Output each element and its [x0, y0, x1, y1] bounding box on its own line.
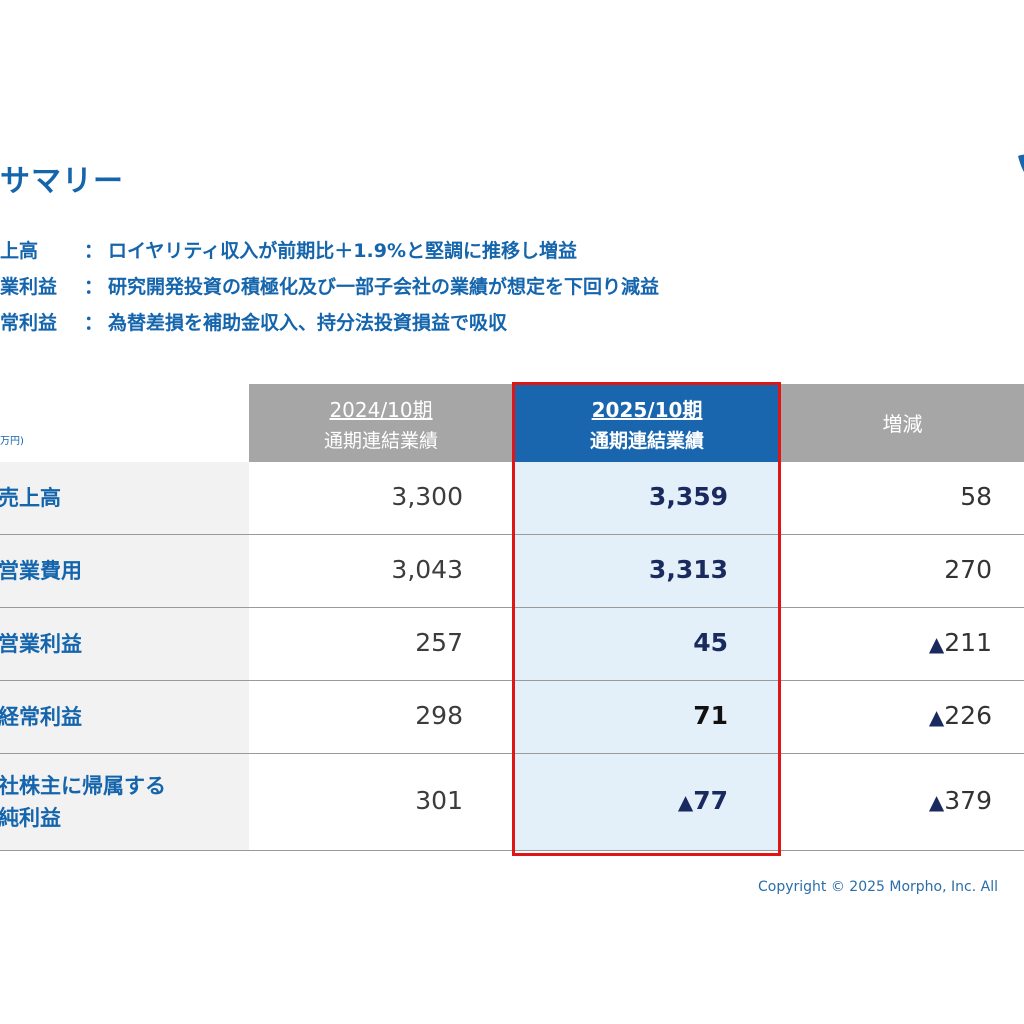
table-row: 経常利益 298 71 ▲226 — [0, 681, 1024, 754]
unit-label: 万円) — [0, 436, 24, 447]
current-cell-bg — [515, 681, 779, 753]
current-cell-bg — [515, 608, 779, 680]
current-value: ▲77 — [678, 786, 728, 817]
row-label: 営業費用 — [0, 559, 82, 583]
decrease-triangle: ▲ — [928, 790, 945, 814]
table-row: 売上高 3,300 3,359 58 — [0, 462, 1024, 535]
current-subtitle: 通期連結業績 — [589, 430, 704, 452]
summary-separator: ： — [84, 240, 104, 262]
diff-value: 58 — [960, 482, 992, 513]
diff-number: 226 — [944, 701, 992, 730]
current-value: 71 — [693, 701, 728, 730]
prev-subtitle: 通期連結業績 — [323, 430, 438, 452]
summary-separator: ： — [84, 312, 104, 334]
row-label-cell — [0, 681, 249, 753]
prev-period: 2024/10期 — [329, 398, 433, 422]
current-cell-bg — [515, 535, 779, 607]
current-value: 3,313 — [648, 555, 728, 584]
summary-text: 研究開発投資の積極化及び一部子会社の業績が想定を下回り減益 — [108, 276, 660, 298]
row-label: 営業利益 — [0, 632, 82, 656]
logo-icon — [1018, 154, 1024, 172]
copyright: Copyright © 2025 Morpho, Inc. All — [758, 879, 998, 895]
prev-value: 298 — [415, 701, 463, 730]
row-label-cell — [0, 535, 249, 607]
current-number: 77 — [693, 786, 728, 815]
summary-label: 常利益 — [0, 312, 58, 334]
table-row: 営業利益 257 45 ▲211 — [0, 608, 1024, 681]
summary-label: 上高 — [0, 240, 39, 262]
row-label-line2: 純利益 — [0, 806, 61, 830]
decrease-triangle: ▲ — [928, 705, 945, 729]
current-cell-bg — [515, 754, 779, 850]
table-row: 社株主に帰属する 純利益 301 ▲77 ▲379 — [0, 754, 1024, 851]
summary-text: ロイヤリティ収入が前期比＋1.9%と堅調に推移し増益 — [108, 240, 577, 262]
prev-value: 3,043 — [391, 555, 463, 584]
decrease-triangle: ▲ — [928, 632, 945, 656]
current-cell-bg — [515, 462, 779, 534]
row-label-line1: 社株主に帰属する — [0, 774, 166, 798]
current-period: 2025/10期 — [591, 398, 703, 422]
diff-value: ▲211 — [929, 628, 992, 659]
decrease-triangle: ▲ — [677, 790, 694, 814]
diff-number: 58 — [960, 482, 992, 511]
diff-number: 211 — [944, 628, 992, 657]
summary-label: 業利益 — [0, 276, 58, 298]
diff-value: ▲226 — [929, 701, 992, 732]
prev-value: 3,300 — [391, 482, 463, 511]
prev-value: 301 — [415, 786, 463, 815]
summary-separator: ： — [84, 276, 104, 298]
current-value: 3,359 — [648, 482, 728, 511]
row-label-cell — [0, 608, 249, 680]
column-header-diff: 増減 — [781, 384, 1024, 462]
table-row: 営業費用 3,043 3,313 270 — [0, 535, 1024, 608]
diff-value: ▲379 — [929, 786, 992, 817]
column-header-prev: 2024/10期 通期連結業績 — [249, 384, 513, 462]
row-label-cell — [0, 462, 249, 534]
diff-header: 増減 — [882, 412, 923, 436]
diff-number: 270 — [944, 555, 992, 584]
row-label: 売上高 — [0, 486, 61, 510]
summary-text: 為替差損を補助金収入、持分法投資損益で吸収 — [108, 312, 508, 334]
row-label-cell — [0, 754, 249, 850]
diff-value: 270 — [944, 555, 992, 586]
diff-number: 379 — [944, 786, 992, 815]
prev-value: 257 — [415, 628, 463, 657]
column-header-current: 2025/10期 通期連結業績 — [515, 384, 779, 462]
current-value: 45 — [693, 628, 728, 657]
row-label: 経常利益 — [0, 705, 82, 729]
page-title: サマリー — [0, 164, 124, 199]
